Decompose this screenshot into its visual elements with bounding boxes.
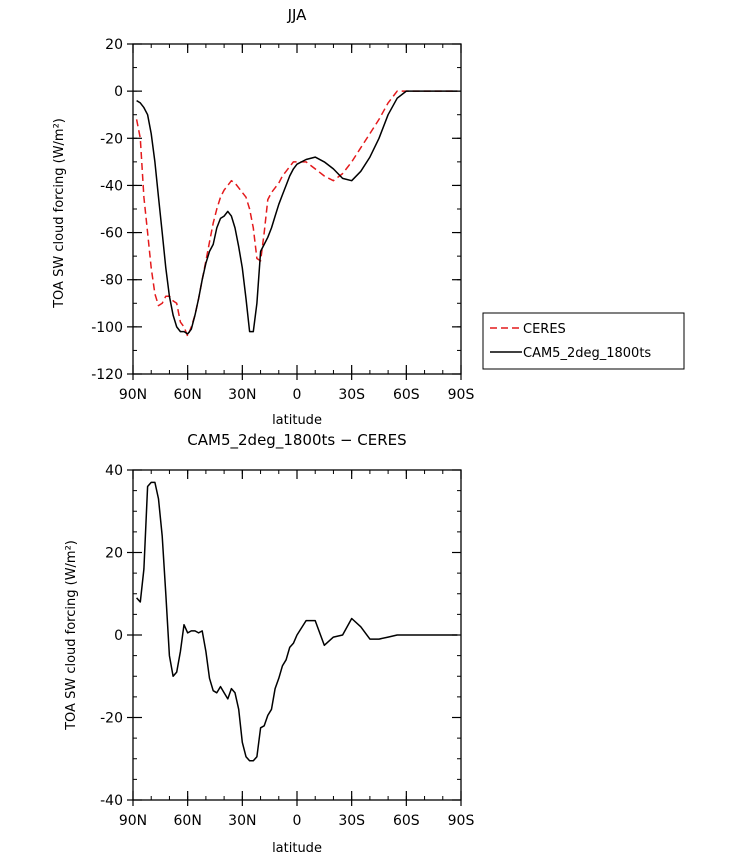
bottom-y-tick-label: 20	[105, 546, 123, 562]
bottom-x-tick-label: 0	[293, 813, 302, 829]
top-x-tick-label: 30N	[228, 387, 256, 403]
top-x-ticks: 90N 60N 30N 0 30S 60S 90S	[119, 44, 475, 403]
bottom-x-ticks: 90N 60N 30N 0 30S 60S 90S	[119, 470, 475, 829]
top-series-cam5-2deg-1800ts	[136, 90, 458, 335]
top-y-tick-label: -20	[100, 131, 123, 147]
bottom-y-ticks: 40 20 0 -20 -40	[100, 463, 461, 809]
top-series-lines	[135, 90, 458, 338]
top-x-tick-label: 0	[293, 387, 302, 403]
bottom-series-lines	[136, 481, 458, 762]
bottom-x-tick-label: 30N	[228, 813, 256, 829]
top-y-tick-label: -100	[91, 320, 123, 336]
top-chart-title: JJA	[287, 6, 308, 24]
legend-label-ceres: CERES	[523, 322, 566, 337]
top-y-tick-label: -80	[100, 273, 123, 289]
bottom-x-tick-label: 90S	[448, 813, 475, 829]
bottom-y-tick-label: 0	[114, 628, 123, 644]
bottom-y-tick-label: 40	[105, 463, 123, 479]
legend-label-cam5: CAM5_2deg_1800ts	[523, 346, 651, 361]
bottom-x-tick-label: 60S	[393, 813, 420, 829]
top-x-tick-label: 30S	[338, 387, 365, 403]
top-x-tick-label: 60N	[174, 387, 202, 403]
bottom-x-axis-label: latitude	[272, 841, 322, 856]
top-y-tick-label: -60	[100, 226, 123, 242]
bottom-y-tick-label: -40	[100, 793, 123, 809]
bottom-chart-title: CAM5_2deg_1800ts − CERES	[187, 431, 406, 450]
bottom-x-tick-label: 30S	[338, 813, 365, 829]
top-y-tick-label: -120	[91, 367, 123, 383]
top-series-ceres	[135, 90, 458, 338]
top-x-tick-label: 90S	[448, 387, 475, 403]
bottom-y-axis-label: TOA SW cloud forcing (W/m²)	[64, 540, 79, 731]
top-chart-panel: JJA 20 0 -20 -40 -60 -80 -100 -120 90N 60N 30N 0 30…	[52, 6, 685, 428]
bottom-x-tick-label: 60N	[174, 813, 202, 829]
top-y-ticks: 20 0 -20 -40 -60 -80 -100 -120	[91, 37, 461, 383]
bottom-series-difference	[136, 481, 458, 762]
bottom-y-tick-label: -20	[100, 711, 123, 727]
top-x-tick-label: 60S	[393, 387, 420, 403]
top-y-axis-label: TOA SW cloud forcing (W/m²)	[52, 118, 67, 309]
top-x-tick-label: 90N	[119, 387, 147, 403]
top-y-tick-label: -40	[100, 178, 123, 194]
top-y-tick-label: 20	[105, 37, 123, 53]
legend-box	[482, 312, 685, 370]
legend: CERES CAM5_2deg_1800ts	[482, 312, 685, 370]
bottom-chart-panel: CAM5_2deg_1800ts − CERES 40 20 0 -20 -40 90N…	[64, 431, 474, 856]
top-x-axis-label: latitude	[272, 413, 322, 428]
top-y-tick-label: 0	[114, 84, 123, 100]
bottom-x-tick-label: 90N	[119, 813, 147, 829]
